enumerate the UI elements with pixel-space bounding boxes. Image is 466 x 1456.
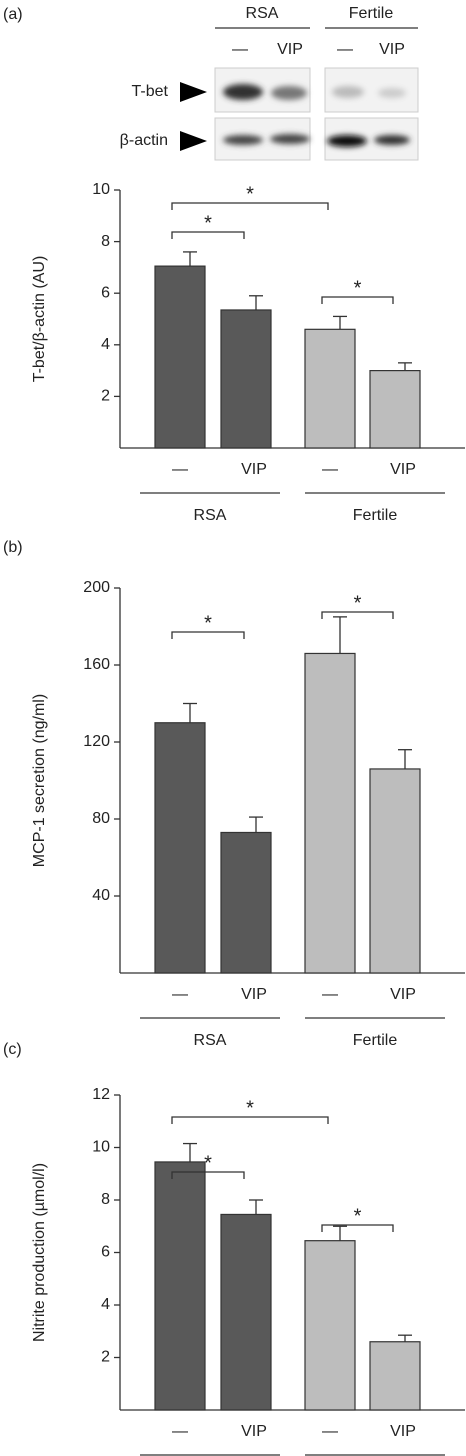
- x-tick-label: —: [172, 1423, 188, 1440]
- significance-label: *: [246, 183, 254, 205]
- significance-bracket: [171, 1171, 245, 1179]
- blot-images: [180, 27, 419, 161]
- y-tick-label: 120: [83, 733, 110, 750]
- x-tick-label: VIP: [390, 1423, 416, 1440]
- bar: [369, 768, 421, 974]
- significance-label: *: [354, 592, 362, 614]
- significance-label: *: [246, 1097, 254, 1119]
- significance-bracket: [321, 611, 394, 619]
- y-tick-label: 4: [101, 336, 110, 353]
- x-tick-label: VIP: [241, 461, 267, 478]
- blot-group-label: Fertile: [349, 5, 394, 22]
- x-tick-label: —: [322, 1423, 338, 1440]
- panel-label: (b): [3, 539, 23, 556]
- bar: [154, 1161, 206, 1411]
- group-label: Fertile: [353, 1032, 398, 1049]
- y-axis-label: Nitrite production (µmol/l): [31, 1163, 48, 1342]
- x-tick-label: VIP: [390, 461, 416, 478]
- significance-bracket: [171, 631, 245, 639]
- y-tick-label: 160: [83, 656, 110, 673]
- group-label: Fertile: [353, 507, 398, 524]
- x-tick-label: VIP: [241, 986, 267, 1003]
- x-tick-label: VIP: [241, 1423, 267, 1440]
- significance-bracket: [171, 202, 329, 210]
- bar: [304, 328, 356, 449]
- y-tick-label: 6: [101, 284, 110, 301]
- blot-row-label: T-bet: [132, 83, 169, 100]
- y-tick-label: 2: [101, 388, 110, 405]
- x-tick-label: —: [172, 461, 188, 478]
- blot-lane-label: —: [337, 41, 353, 58]
- blot-group-label: RSA: [246, 5, 279, 22]
- significance-bracket: [171, 1116, 329, 1124]
- bar: [369, 370, 421, 449]
- bar: [304, 1240, 356, 1411]
- y-axis-label: MCP-1 secretion (ng/ml): [31, 694, 48, 867]
- y-tick-label: 8: [101, 233, 110, 250]
- bar: [154, 265, 206, 449]
- x-tick-label: —: [172, 986, 188, 1003]
- bar: [369, 1341, 421, 1411]
- y-tick-label: 10: [92, 1139, 110, 1156]
- y-tick-label: 2: [101, 1349, 110, 1366]
- blot-lane-label: —: [232, 41, 248, 58]
- group-label: RSA: [194, 507, 227, 524]
- y-tick-label: 6: [101, 1244, 110, 1261]
- y-tick-label: 8: [101, 1191, 110, 1208]
- bar: [220, 309, 272, 449]
- x-tick-label: VIP: [390, 986, 416, 1003]
- y-tick-label: 80: [92, 810, 110, 827]
- y-axis-label: T-bet/β-actin (AU): [31, 256, 48, 383]
- significance-bracket: [321, 296, 394, 304]
- blot-lane-label: VIP: [277, 41, 303, 58]
- y-tick-label: 10: [92, 181, 110, 198]
- bar: [154, 722, 206, 974]
- bar: [220, 1213, 272, 1411]
- y-tick-label: 40: [92, 887, 110, 904]
- significance-label: *: [204, 212, 212, 234]
- group-label: RSA: [194, 1032, 227, 1049]
- significance-label: *: [354, 277, 362, 299]
- y-tick-label: 12: [92, 1086, 110, 1103]
- bar: [304, 652, 356, 974]
- y-tick-label: 200: [83, 579, 110, 596]
- y-tick-label: 4: [101, 1296, 110, 1313]
- bar: [220, 831, 272, 974]
- blot-row-label: β-actin: [120, 132, 168, 149]
- panel-label: (c): [3, 1041, 22, 1058]
- significance-bracket: [171, 231, 245, 239]
- significance-bracket: [321, 1224, 394, 1232]
- significance-label: *: [354, 1205, 362, 1227]
- significance-label: *: [204, 612, 212, 634]
- significance-label: *: [204, 1152, 212, 1174]
- x-tick-label: —: [322, 986, 338, 1003]
- x-tick-label: —: [322, 461, 338, 478]
- panel-label: (a): [3, 6, 23, 23]
- blot-lane-label: VIP: [379, 41, 405, 58]
